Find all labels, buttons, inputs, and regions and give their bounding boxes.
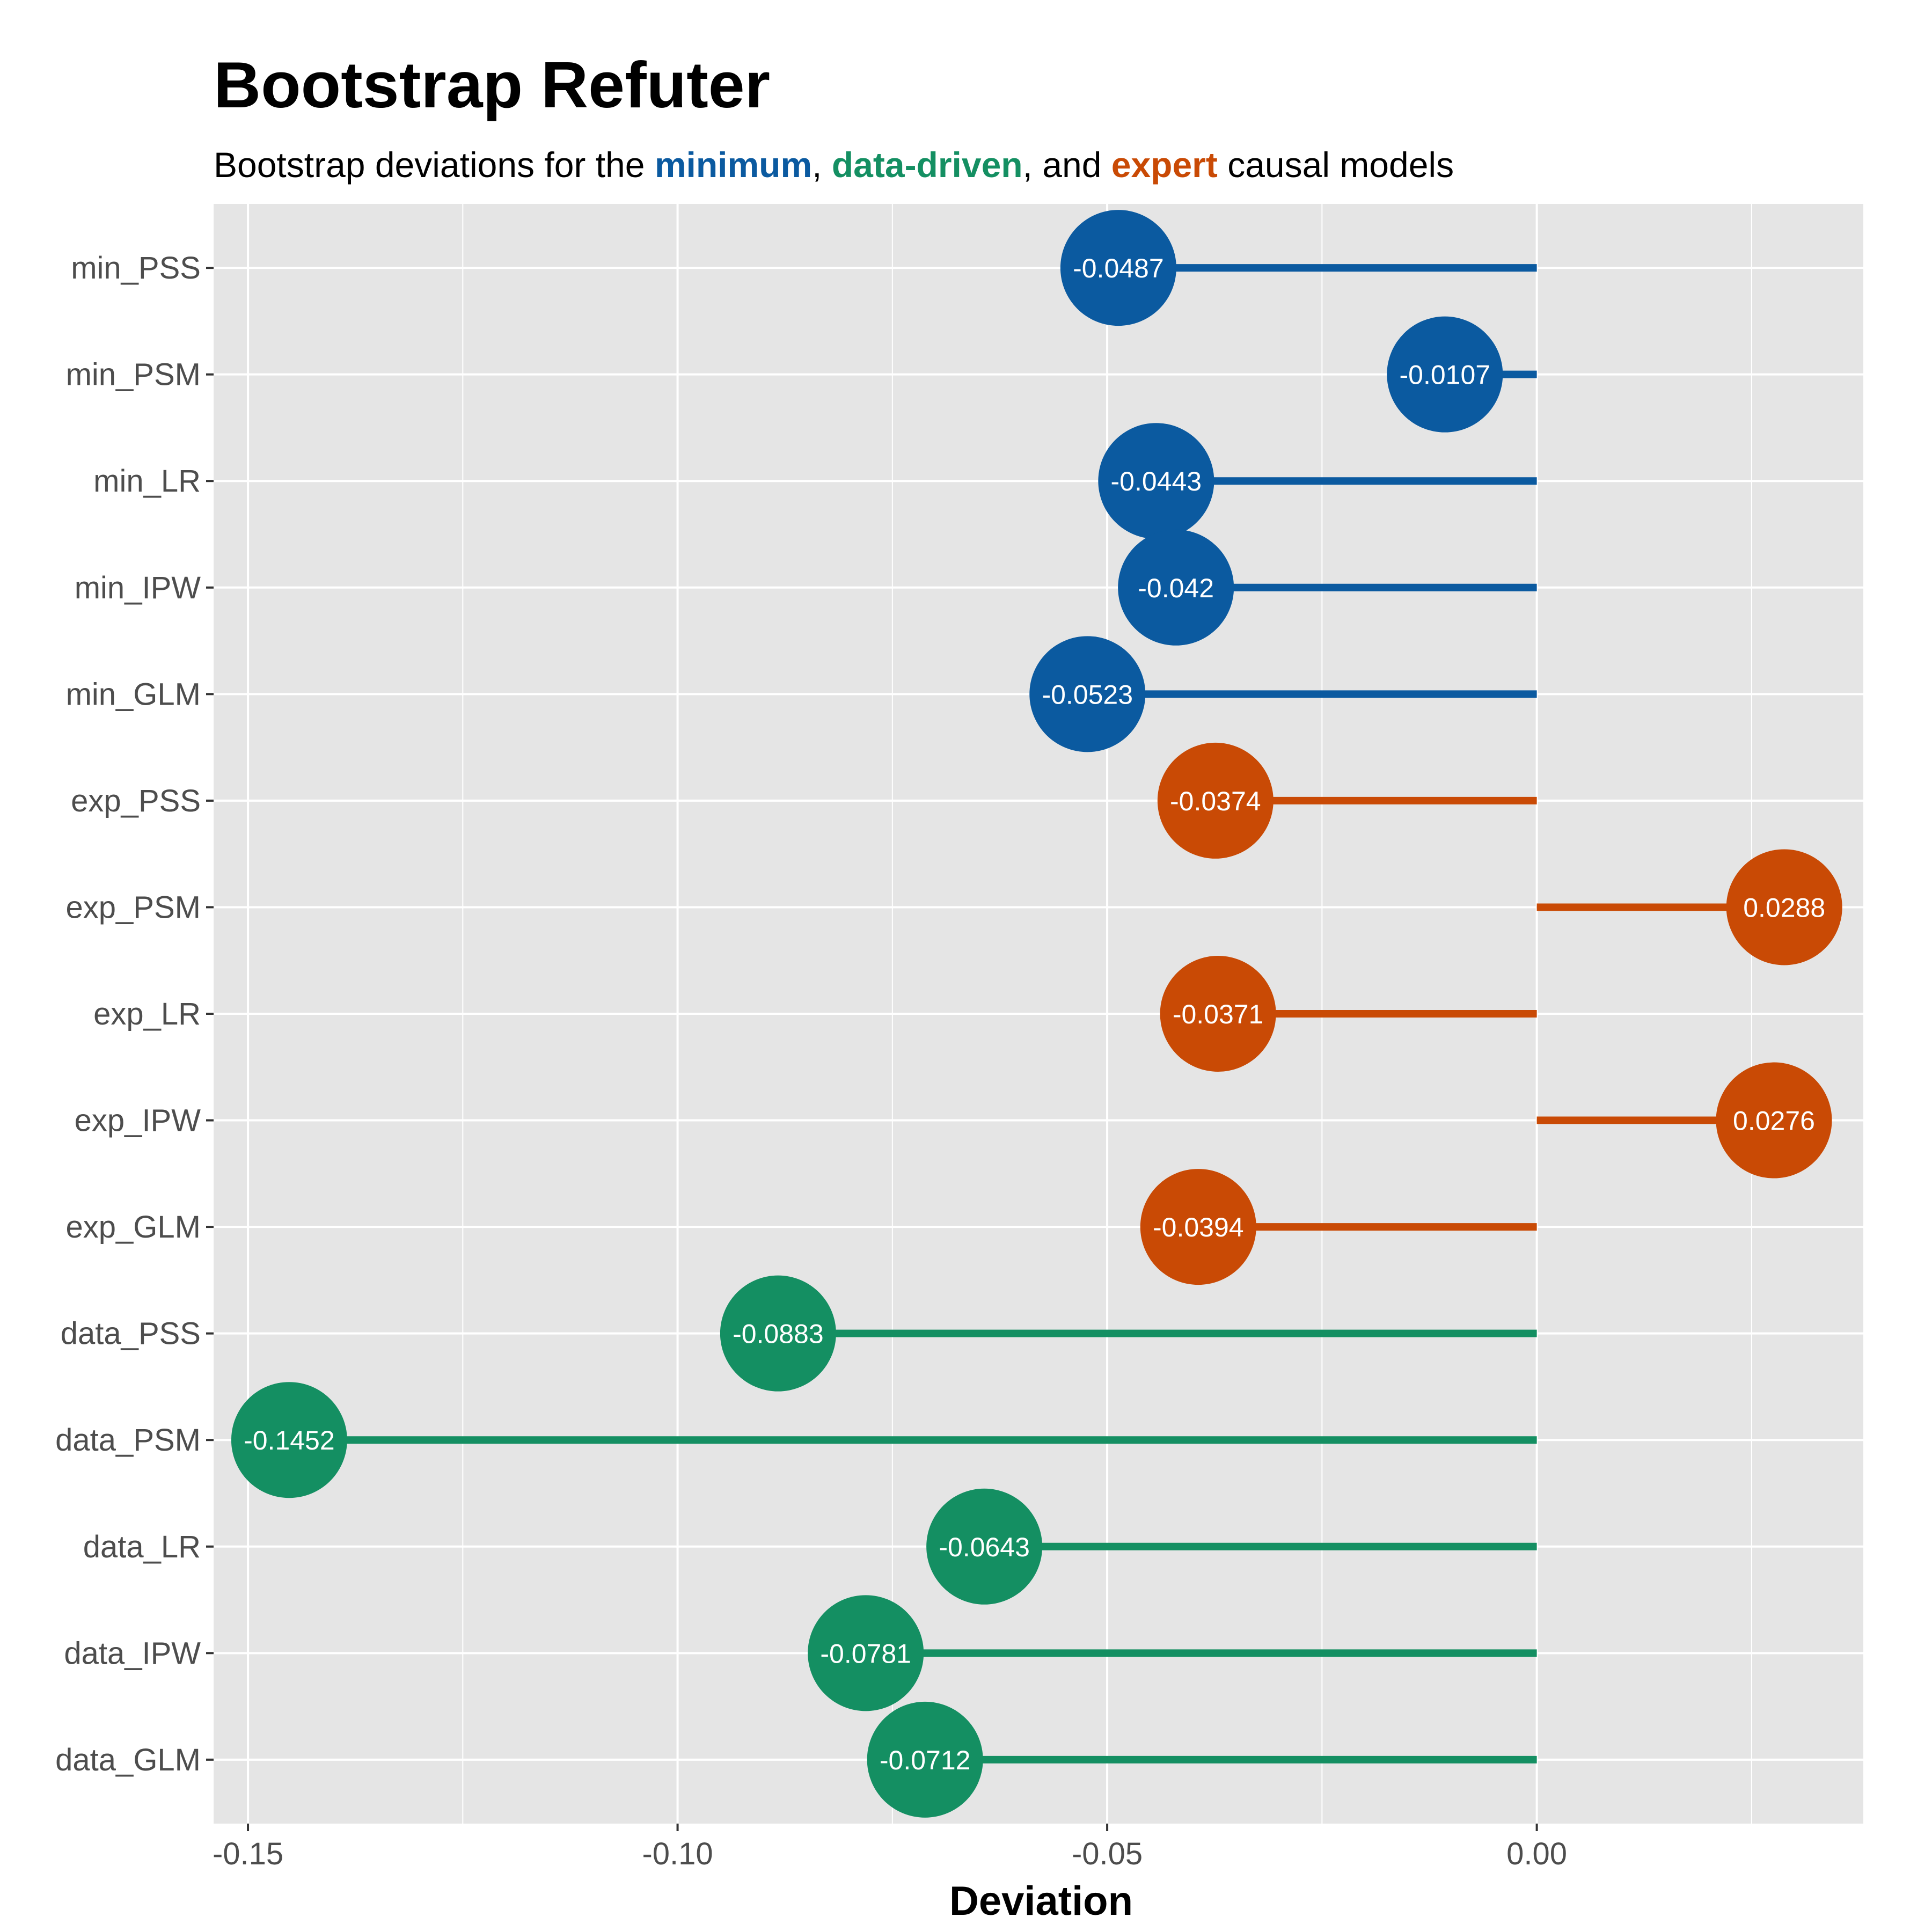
data-label: -0.0107 bbox=[1399, 360, 1490, 390]
subtitle-part: expert bbox=[1111, 145, 1218, 185]
y-tick-label: min_GLM bbox=[66, 677, 201, 712]
data-label: -0.0781 bbox=[820, 1638, 911, 1668]
y-tick-label: exp_LR bbox=[93, 997, 201, 1031]
y-tick-label: data_LR bbox=[83, 1529, 201, 1564]
x-tick-label: 0.00 bbox=[1506, 1836, 1567, 1871]
chart-title: Bootstrap Refuter bbox=[214, 48, 770, 121]
subtitle-part: Bootstrap deviations for the bbox=[214, 145, 655, 185]
subtitle-part: data-driven bbox=[832, 145, 1023, 185]
y-tick-label: min_PSS bbox=[71, 251, 201, 286]
y-tick-label: min_IPW bbox=[75, 570, 201, 605]
x-tick-label: -0.05 bbox=[1072, 1836, 1143, 1871]
subtitle-part: , bbox=[812, 145, 832, 185]
chart-subtitle: Bootstrap deviations for the minimum, da… bbox=[214, 145, 1454, 185]
data-label: -0.0523 bbox=[1042, 679, 1133, 709]
data-label: -0.0643 bbox=[939, 1532, 1030, 1562]
y-tick-label: exp_PSS bbox=[71, 784, 201, 818]
y-tick-label: min_PSM bbox=[66, 357, 201, 392]
y-tick-label: data_IPW bbox=[64, 1636, 201, 1671]
data-label: -0.042 bbox=[1138, 573, 1214, 603]
data-label: -0.0712 bbox=[880, 1745, 971, 1775]
data-label: -0.0487 bbox=[1073, 253, 1164, 283]
x-axis: -0.15 -0.10 -0.05 0.00 bbox=[213, 1824, 1567, 1871]
x-axis-title: Deviation bbox=[949, 1878, 1133, 1924]
y-tick-label: data_PSM bbox=[55, 1423, 201, 1458]
data-label: -0.0883 bbox=[733, 1319, 824, 1349]
data-label: -0.0394 bbox=[1153, 1212, 1244, 1242]
x-tick-label: -0.10 bbox=[642, 1836, 713, 1871]
y-axis: min_PSS min_PSM min_LR min_IPW min_GLM exp_PS… bbox=[55, 251, 214, 1777]
data-label: -0.0374 bbox=[1170, 786, 1261, 816]
data-label: -0.0371 bbox=[1173, 999, 1264, 1029]
data-label: 0.0276 bbox=[1733, 1106, 1815, 1136]
y-tick-label: exp_PSM bbox=[66, 890, 201, 925]
y-tick-label: data_PSS bbox=[61, 1316, 201, 1351]
data-label: 0.0288 bbox=[1743, 892, 1825, 923]
x-tick-label: -0.15 bbox=[213, 1836, 283, 1871]
y-tick-label: exp_GLM bbox=[66, 1210, 201, 1245]
y-tick-label: data_GLM bbox=[55, 1743, 201, 1777]
subtitle-part: minimum bbox=[655, 145, 812, 185]
subtitle-part: causal models bbox=[1218, 145, 1454, 185]
data-label: -0.0443 bbox=[1111, 466, 1202, 496]
y-tick-label: min_LR bbox=[93, 464, 201, 499]
data-label: -0.1452 bbox=[244, 1425, 335, 1455]
subtitle-part: , and bbox=[1023, 145, 1111, 185]
y-tick-label: exp_IPW bbox=[75, 1103, 201, 1138]
